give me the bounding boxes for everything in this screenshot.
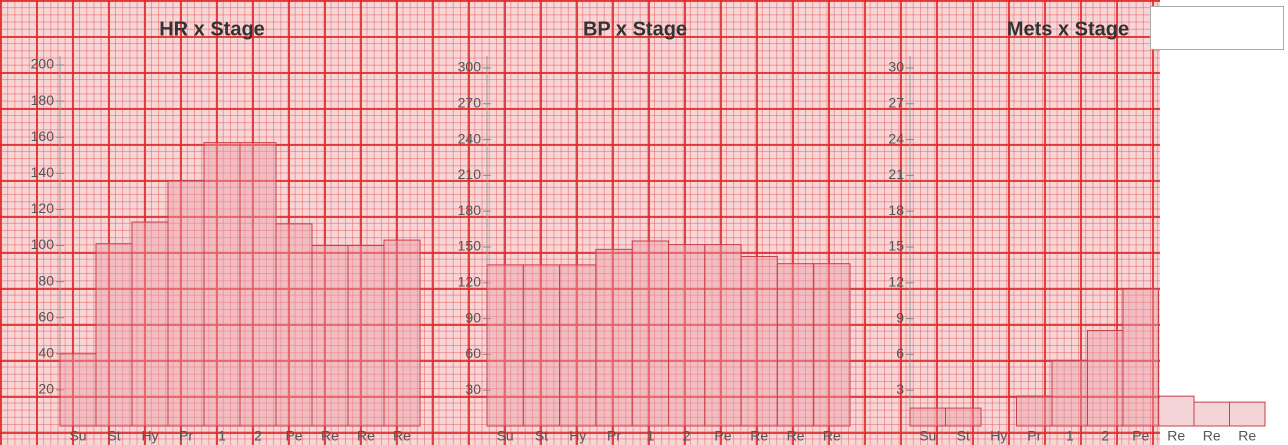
y-tick-label: 24 — [888, 130, 904, 146]
y-tick-label: 120 — [31, 200, 55, 216]
x-tick-label: Re — [750, 428, 768, 444]
bar — [945, 407, 982, 427]
y-tick-label: 20 — [38, 381, 54, 397]
chart-title: BP x Stage — [583, 18, 687, 40]
bar — [95, 243, 133, 427]
y-tick-label: 240 — [458, 130, 482, 146]
y-tick-label: 100 — [31, 236, 55, 252]
y-tick-label: 6 — [896, 345, 904, 361]
y-tick-label: 120 — [458, 273, 482, 289]
bar — [1087, 330, 1124, 427]
y-tick-label: 18 — [888, 202, 904, 218]
bar — [1193, 401, 1230, 427]
bar — [595, 248, 633, 427]
x-tick-label: 1 — [218, 428, 226, 444]
x-tick-label: 1 — [1066, 428, 1074, 444]
x-tick-label: Pe — [714, 428, 731, 444]
y-tick-label: 180 — [31, 92, 55, 108]
x-tick-label: Pe — [1132, 428, 1149, 444]
x-tick-label: St — [957, 428, 970, 444]
bar — [311, 245, 349, 427]
chart-title: Mets x Stage — [1007, 18, 1129, 40]
bar — [1016, 395, 1053, 427]
x-tick-label: Re — [393, 428, 411, 444]
bar — [909, 407, 946, 427]
y-tick-label: 270 — [458, 94, 482, 110]
x-tick-label: 1 — [646, 428, 654, 444]
y-tick-label: 300 — [458, 59, 482, 75]
y-tick-label: 180 — [458, 202, 482, 218]
x-tick-label: Re — [787, 428, 805, 444]
bar — [1051, 359, 1088, 427]
y-tick-label: 21 — [888, 166, 904, 182]
bar — [813, 263, 851, 427]
x-tick-label: St — [107, 428, 120, 444]
bar — [486, 264, 524, 427]
x-tick-label: Re — [1203, 428, 1221, 444]
x-tick-label: 2 — [1101, 428, 1109, 444]
x-tick-label: Re — [1167, 428, 1185, 444]
y-tick-label: 15 — [888, 238, 904, 254]
x-tick-label: Pr — [1027, 428, 1041, 444]
bar — [383, 239, 421, 427]
x-tick-label: Hy — [569, 428, 586, 444]
y-tick-label: 60 — [465, 345, 481, 361]
x-tick-label: 2 — [254, 428, 262, 444]
bar — [167, 180, 205, 427]
y-tick-label: 30 — [888, 59, 904, 75]
bar — [131, 221, 169, 427]
x-tick-label: Pr — [179, 428, 193, 444]
bar — [631, 240, 670, 427]
header-box — [1150, 6, 1284, 50]
y-tick-label: 40 — [38, 345, 54, 361]
x-tick-label: Su — [69, 428, 86, 444]
bar — [559, 264, 597, 427]
x-tick-label: Pe — [285, 428, 302, 444]
x-tick-label: Su — [919, 428, 936, 444]
x-tick-label: St — [535, 428, 548, 444]
y-tick-label: 140 — [31, 164, 55, 180]
x-tick-label: Hy — [990, 428, 1007, 444]
bar — [203, 142, 241, 427]
x-tick-label: Re — [321, 428, 339, 444]
bar — [275, 223, 313, 427]
bar — [668, 244, 706, 427]
bar — [1229, 401, 1266, 427]
y-tick-label: 160 — [31, 128, 55, 144]
y-tick-label: 90 — [465, 309, 481, 325]
x-tick-label: Hy — [141, 428, 158, 444]
bar — [776, 263, 815, 427]
x-tick-label: Su — [497, 428, 514, 444]
y-tick-label: 200 — [31, 56, 55, 72]
bar — [522, 264, 561, 427]
x-tick-label: 2 — [683, 428, 691, 444]
y-tick-label: 9 — [896, 309, 904, 325]
bar — [740, 256, 778, 427]
x-tick-label: Re — [823, 428, 841, 444]
x-tick-label: Pr — [607, 428, 621, 444]
x-tick-label: Re — [1238, 428, 1256, 444]
y-tick-label: 3 — [896, 381, 904, 397]
y-tick-label: 60 — [38, 308, 54, 324]
y-tick-label: 27 — [888, 94, 904, 110]
bar — [59, 353, 97, 427]
bar — [347, 245, 385, 427]
y-tick-label: 80 — [38, 272, 54, 288]
ecg-paper — [0, 0, 1160, 445]
y-tick-label: 210 — [458, 166, 482, 182]
bar — [239, 142, 277, 427]
bar — [1158, 395, 1195, 427]
bar — [704, 244, 742, 427]
bar — [1122, 288, 1159, 427]
y-tick-label: 150 — [458, 238, 482, 254]
x-tick-label: Re — [357, 428, 375, 444]
y-tick-label: 30 — [465, 381, 481, 397]
y-tick-label: 12 — [888, 273, 904, 289]
chart-title: HR x Stage — [159, 18, 265, 40]
